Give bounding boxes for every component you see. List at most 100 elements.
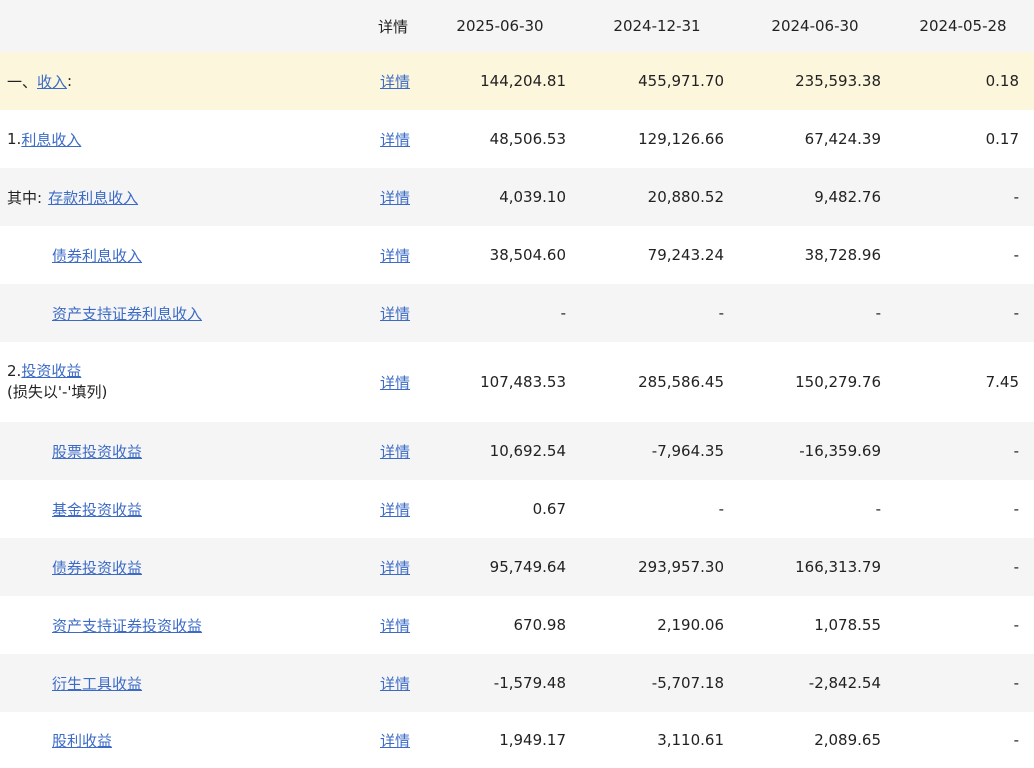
value-cell: 10,692.54 xyxy=(489,442,566,460)
value-cell: 4,039.10 xyxy=(499,188,566,206)
value-cell: -16,359.69 xyxy=(799,442,881,460)
value-cell: 7.45 xyxy=(985,373,1019,391)
value-cell: 0.18 xyxy=(985,72,1019,90)
value-cell: 166,313.79 xyxy=(795,558,881,576)
value-cell: 67,424.39 xyxy=(804,130,881,148)
value-cell: -5,707.18 xyxy=(651,674,724,692)
value-cell: 150,279.76 xyxy=(795,373,881,391)
row-name: 其中: 存款利息收入 xyxy=(0,168,360,226)
detail-link[interactable]: 详情 xyxy=(380,731,411,750)
table-row: 其中: 存款利息收入 详情 4,039.10 20,880.52 9,482.76… xyxy=(0,168,1034,226)
detail-link[interactable]: 详情 xyxy=(380,500,411,519)
value-cell: 235,593.38 xyxy=(795,72,881,90)
row-name: 股利收益 xyxy=(0,712,360,768)
row-item-link[interactable]: 股利收益 xyxy=(52,731,113,750)
table-row: 债券利息收入 详情 38,504.60 79,243.24 38,728.96 … xyxy=(0,226,1034,284)
value-cell: - xyxy=(560,304,566,322)
row-name: 2.投资收益 (损失以'-'填列) xyxy=(0,342,360,422)
table-row: 1. 利息收入 详情 48,506.53 129,126.66 67,424.39… xyxy=(0,110,1034,168)
value-cell: - xyxy=(1013,616,1019,634)
value-cell: 38,728.96 xyxy=(804,246,881,264)
table-row: 衍生工具收益 详情 -1,579.48 -5,707.18 -2,842.54 … xyxy=(0,654,1034,712)
row-note: (损失以'-'填列) xyxy=(7,383,108,401)
value-cell: - xyxy=(875,500,881,518)
value-cell: 285,586.45 xyxy=(638,373,724,391)
row-name: 资产支持证券投资收益 xyxy=(0,596,360,654)
row-item-link[interactable]: 投资收益 xyxy=(21,362,82,380)
value-cell: 670.98 xyxy=(513,616,567,634)
value-cell: 79,243.24 xyxy=(647,246,724,264)
row-name: 资产支持证券利息收入 xyxy=(0,284,360,342)
detail-link[interactable]: 详情 xyxy=(380,558,411,577)
detail-link[interactable]: 详情 xyxy=(380,130,411,149)
value-cell: - xyxy=(1013,558,1019,576)
detail-link[interactable]: 详情 xyxy=(380,188,411,207)
value-cell: 95,749.64 xyxy=(489,558,566,576)
value-cell: 38,504.60 xyxy=(489,246,566,264)
row-prefix: 其中: xyxy=(7,188,43,207)
value-cell: 293,957.30 xyxy=(638,558,724,576)
value-cell: - xyxy=(1013,500,1019,518)
value-cell: 129,126.66 xyxy=(638,130,724,148)
value-cell: - xyxy=(1013,731,1019,749)
row-item-link[interactable]: 衍生工具收益 xyxy=(52,674,143,693)
row-name: 债券利息收入 xyxy=(0,226,360,284)
row-prefix: 2. xyxy=(7,362,22,380)
row-name: 衍生工具收益 xyxy=(0,654,360,712)
row-item-link[interactable]: 债券投资收益 xyxy=(52,558,143,577)
value-cell: - xyxy=(1013,442,1019,460)
table-row: 资产支持证券投资收益 详情 670.98 2,190.06 1,078.55 - xyxy=(0,596,1034,654)
value-cell: - xyxy=(1013,674,1019,692)
detail-link[interactable]: 详情 xyxy=(380,304,411,323)
detail-link[interactable]: 详情 xyxy=(380,674,411,693)
row-prefix: 一、 xyxy=(7,72,38,91)
row-name: 股票投资收益 xyxy=(0,422,360,480)
value-cell: 48,506.53 xyxy=(489,130,566,148)
detail-link[interactable]: 详情 xyxy=(380,72,411,91)
value-cell: 107,483.53 xyxy=(480,373,566,391)
table-row: 股票投资收益 详情 10,692.54 -7,964.35 -16,359.69… xyxy=(0,422,1034,480)
row-name: 基金投资收益 xyxy=(0,480,360,538)
row-item-link[interactable]: 债券利息收入 xyxy=(52,246,143,265)
header-date-4: 2024-05-28 xyxy=(919,17,1007,35)
value-cell: 0.67 xyxy=(532,500,566,518)
value-cell: -2,842.54 xyxy=(808,674,881,692)
value-cell: 455,971.70 xyxy=(638,72,724,90)
row-name: 1. 利息收入 xyxy=(0,110,360,168)
value-cell: 3,110.61 xyxy=(657,731,724,749)
detail-link[interactable]: 详情 xyxy=(380,373,411,392)
value-cell: - xyxy=(718,500,724,518)
header-detail-label: 详情 xyxy=(378,17,409,36)
row-item-link[interactable]: 收入 xyxy=(37,72,68,91)
row-item-link[interactable]: 存款利息收入 xyxy=(48,188,139,207)
detail-link[interactable]: 详情 xyxy=(380,442,411,461)
detail-link[interactable]: 详情 xyxy=(380,246,411,265)
row-item-link[interactable]: 资产支持证券利息收入 xyxy=(52,304,203,323)
value-cell: 9,482.76 xyxy=(814,188,881,206)
row-item-link[interactable]: 股票投资收益 xyxy=(52,442,143,461)
table-header-row: 详情 2025-06-30 2024-12-31 2024-06-30 2024… xyxy=(0,0,1034,52)
value-cell: 1,078.55 xyxy=(814,616,881,634)
row-prefix: 1. xyxy=(7,130,22,148)
value-cell: - xyxy=(1013,188,1019,206)
value-cell: 144,204.81 xyxy=(480,72,566,90)
value-cell: 20,880.52 xyxy=(647,188,724,206)
value-cell: 2,089.65 xyxy=(814,731,881,749)
header-date-1: 2025-06-30 xyxy=(456,17,544,35)
row-item-link[interactable]: 资产支持证券投资收益 xyxy=(52,616,203,635)
table-row: 股利收益 详情 1,949.17 3,110.61 2,089.65 - xyxy=(0,712,1034,768)
table-row: 2.投资收益 (损失以'-'填列) 详情 107,483.53 285,586.… xyxy=(0,342,1034,422)
row-name: 债券投资收益 xyxy=(0,538,360,596)
header-date-2: 2024-12-31 xyxy=(613,17,701,35)
row-item-link[interactable]: 利息收入 xyxy=(21,130,82,149)
value-cell: 1,949.17 xyxy=(499,731,566,749)
table-row: 资产支持证券利息收入 详情 - - - - xyxy=(0,284,1034,342)
value-cell: - xyxy=(875,304,881,322)
row-item-link[interactable]: 基金投资收益 xyxy=(52,500,143,519)
detail-link[interactable]: 详情 xyxy=(380,616,411,635)
table-row: 债券投资收益 详情 95,749.64 293,957.30 166,313.7… xyxy=(0,538,1034,596)
header-date-3: 2024-06-30 xyxy=(771,17,859,35)
table-row: 基金投资收益 详情 0.67 - - - xyxy=(0,480,1034,538)
table-row: 一、 收入: 详情 144,204.81 455,971.70 235,593.3… xyxy=(0,52,1034,110)
